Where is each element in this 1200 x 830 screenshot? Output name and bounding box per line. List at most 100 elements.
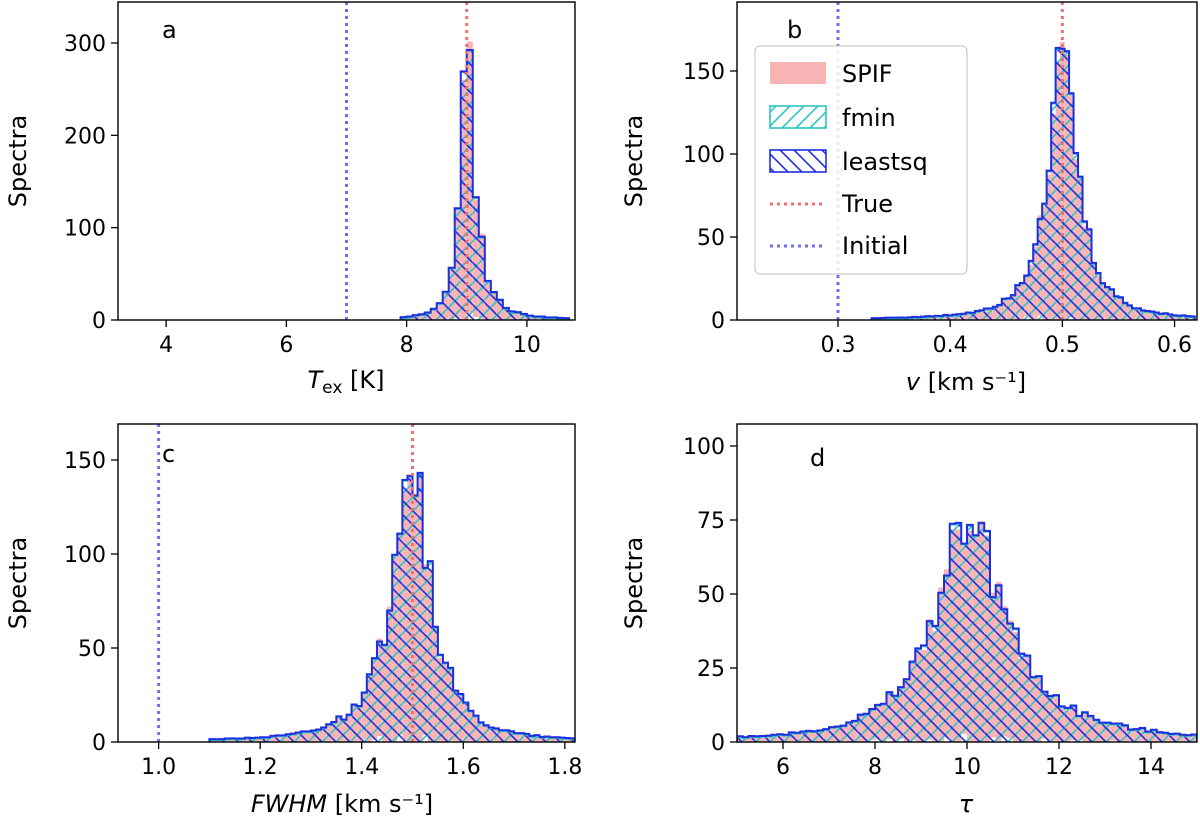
y-tick-label-d: 25 [697, 657, 725, 682]
bar-leastsq-d [800, 732, 806, 742]
bar-leastsq-c [392, 555, 398, 742]
x-axis-label-a: Tex [K] [308, 366, 385, 398]
bar-leastsq-b [1069, 94, 1074, 320]
bar-leastsq-b [1118, 298, 1123, 320]
bar-leastsq-c [219, 740, 225, 742]
x-tick-label-d: 8 [868, 755, 882, 780]
bar-leastsq-b [1042, 204, 1047, 320]
x-tick-label-b: 0.6 [1157, 333, 1192, 358]
bar-leastsq-c [351, 705, 357, 742]
bar-leastsq-b [1064, 52, 1070, 320]
bar-leastsq-c [209, 740, 215, 742]
bar-leastsq-d [852, 721, 858, 742]
bar-leastsq-b [1082, 222, 1088, 320]
bar-leastsq-c [478, 723, 484, 742]
outline-leastsq-a [399, 48, 570, 320]
bar-leastsq-b [947, 316, 953, 320]
bar-leastsq-d [1133, 730, 1140, 742]
bar-leastsq-c [336, 717, 342, 742]
y-ticks-c: 0 50 100 150 [64, 449, 118, 756]
bar-leastsq-c [397, 534, 403, 742]
bar-leastsq-d [1122, 726, 1128, 742]
bar-leastsq-c [255, 738, 261, 742]
bar-leastsq-c [295, 733, 301, 742]
bar-leastsq-d [788, 733, 795, 742]
bar-leastsq-b [1149, 312, 1155, 320]
bar-leastsq-d [748, 736, 755, 742]
bar-leastsq-d [875, 705, 881, 742]
histogram-bars-b [870, 41, 1196, 320]
bar-leastsq-a [448, 268, 455, 320]
bar-leastsq-c [234, 739, 240, 742]
x-label-main-c: FWHM [251, 790, 328, 818]
bar-leastsq-b [1122, 303, 1128, 320]
bar-leastsq-d [823, 730, 829, 742]
bar-leastsq-c [473, 716, 479, 742]
x-axis-label-c: FWHM [km s⁻¹] [251, 790, 433, 818]
bar-leastsq-a [442, 292, 449, 320]
x-tick-label-c: 1.6 [446, 755, 481, 780]
bar-leastsq-d [754, 737, 760, 742]
bar-leastsq-d [829, 728, 835, 742]
bar-leastsq-d [972, 536, 979, 742]
bar-leastsq-c [224, 739, 230, 742]
bar-leastsq-c [376, 642, 383, 742]
bar-leastsq-a [550, 318, 557, 320]
bar-leastsq-c [290, 734, 296, 742]
bar-leastsq-c [341, 720, 347, 742]
x-tick-label-c: 1.8 [547, 755, 582, 780]
bar-leastsq-b [1109, 290, 1114, 320]
bar-leastsq-b [938, 316, 944, 320]
bar-leastsq-c [524, 734, 530, 742]
y-tick-label-d: 0 [711, 731, 725, 756]
panel-letter-b: b [787, 16, 802, 44]
x-tick-label-b: 0.5 [1045, 333, 1080, 358]
bar-leastsq-c [422, 568, 428, 742]
bar-leastsq-d [863, 714, 870, 742]
bar-leastsq-b [961, 314, 966, 320]
y-ticks-b: 0 50 100 150 [683, 60, 737, 334]
bar-leastsq-b [925, 317, 930, 320]
plot-frame-a [117, 1, 576, 321]
panel-letter-a: a [162, 16, 177, 44]
bar-leastsq-c [569, 739, 575, 742]
bar-leastsq-b [1154, 313, 1159, 320]
x-ticks-d: 6 8 10 12 14 [776, 742, 1165, 780]
bar-leastsq-c [453, 691, 459, 742]
bar-leastsq-c [519, 734, 525, 742]
bar-leastsq-b [1001, 299, 1007, 320]
bar-leastsq-c [275, 736, 281, 742]
bar-leastsq-b [916, 318, 921, 320]
bar-leastsq-c [402, 480, 408, 742]
bar-leastsq-b [1172, 316, 1177, 320]
bar-leastsq-c [361, 693, 367, 742]
bar-leastsq-b [1024, 276, 1029, 320]
y-tick-label-a: 200 [64, 124, 106, 149]
y-ticks-d: 0 25 50 75 100 [683, 435, 737, 756]
bar-leastsq-d [777, 735, 783, 742]
legend-label-initial: Initial [842, 232, 908, 260]
bar-leastsq-b [1136, 309, 1141, 320]
bar-leastsq-b [1181, 316, 1186, 320]
bar-leastsq-c [326, 725, 332, 742]
bar-leastsq-b [1105, 287, 1110, 320]
bar-leastsq-c [346, 715, 352, 742]
outline-leastsq-b [870, 46, 1196, 320]
bar-leastsq-d [771, 735, 778, 742]
bar-leastsq-c [463, 703, 469, 742]
bar-leastsq-d [903, 680, 910, 742]
y-tick-label-b: 0 [711, 309, 725, 334]
x-tick-label-c: 1.0 [141, 755, 176, 780]
panel-c: 1.0 1.2 1.4 1.6 1.8 0 50 100 150 c FWHM [km s⁻¹… [4, 423, 582, 818]
bar-leastsq-c [239, 739, 245, 742]
bar-leastsq-c [549, 738, 555, 742]
bar-leastsq-c [529, 736, 535, 742]
plot-frame-c [117, 423, 576, 743]
bar-leastsq-c [559, 738, 565, 742]
bar-leastsq-a [478, 237, 485, 320]
legend-swatch-leastsq [769, 149, 827, 173]
bar-leastsq-a [520, 314, 527, 320]
bar-leastsq-b [992, 307, 998, 320]
y-tick-label-b: 50 [697, 226, 725, 251]
bar-leastsq-d [1007, 624, 1013, 742]
